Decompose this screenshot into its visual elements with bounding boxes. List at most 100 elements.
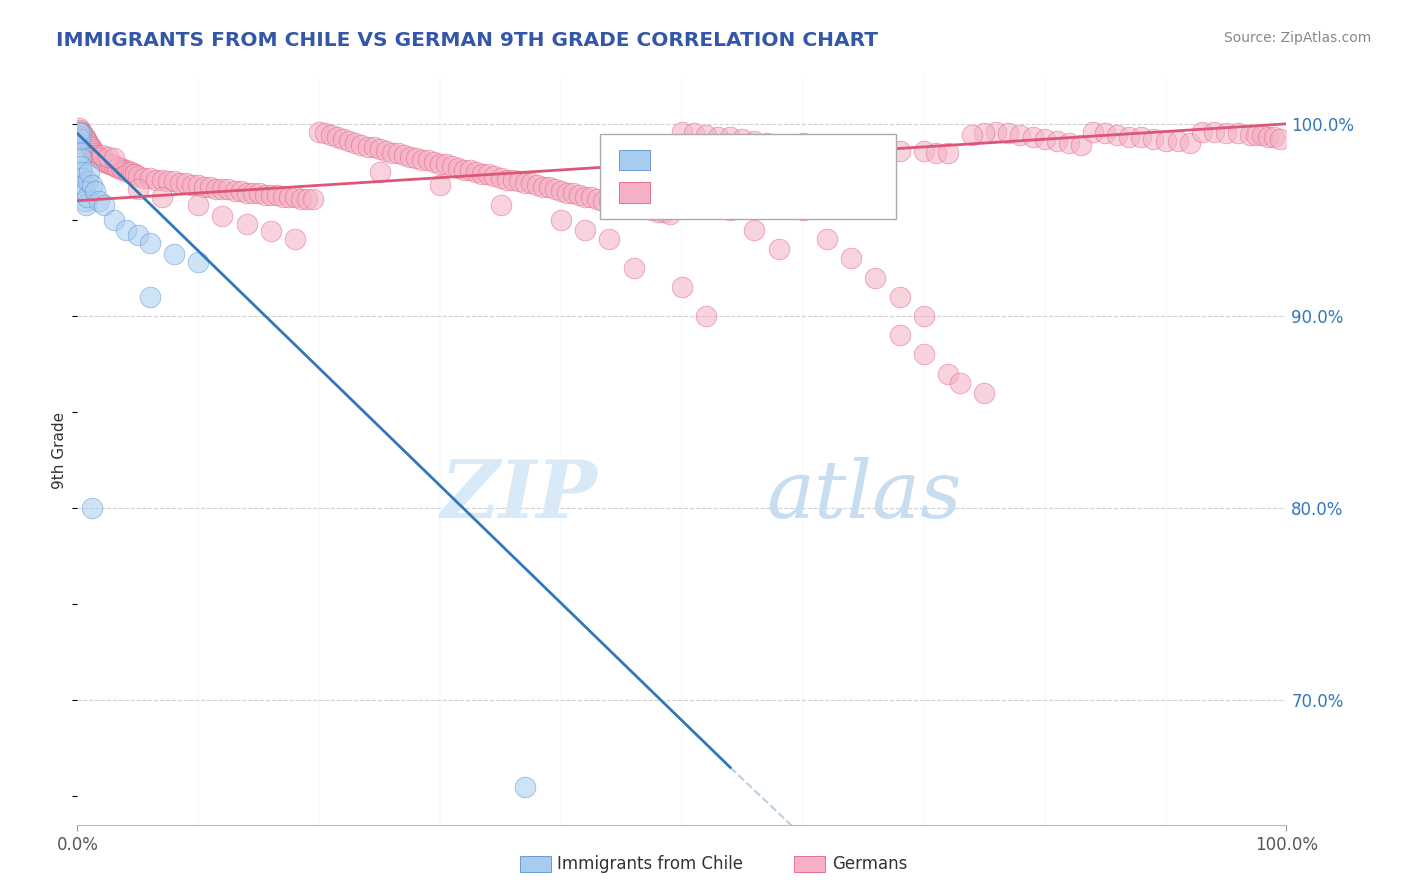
Point <box>187 178 209 193</box>
Point <box>344 136 367 150</box>
Point <box>70 152 93 166</box>
Point <box>718 203 741 218</box>
Text: N =: N = <box>787 152 824 169</box>
Point <box>889 328 911 343</box>
Point <box>1227 127 1250 141</box>
Point <box>332 132 354 146</box>
Point <box>381 145 404 160</box>
Point <box>755 136 778 150</box>
Point <box>477 167 499 181</box>
Point <box>83 145 105 160</box>
Point <box>1257 130 1279 145</box>
Point <box>1033 132 1056 146</box>
Point <box>70 124 93 138</box>
Point <box>531 180 554 194</box>
Point <box>973 385 995 400</box>
Point <box>986 124 1008 138</box>
Y-axis label: 9th Grade: 9th Grade <box>52 412 67 489</box>
Point <box>90 147 112 161</box>
Point <box>224 184 246 198</box>
Text: R =: R = <box>658 182 695 201</box>
Point <box>150 190 173 204</box>
Point <box>568 188 591 202</box>
Point <box>1202 124 1225 138</box>
Point <box>80 501 103 516</box>
Point <box>96 149 118 163</box>
Point <box>555 186 578 200</box>
Point <box>550 184 572 198</box>
Point <box>949 376 972 391</box>
Text: -0.695: -0.695 <box>711 152 776 169</box>
Point <box>157 174 180 188</box>
Point <box>447 161 470 175</box>
Point <box>623 199 645 213</box>
Point <box>82 144 104 158</box>
Point <box>586 192 609 206</box>
Point <box>465 165 488 179</box>
Point <box>434 157 457 171</box>
Point <box>114 222 136 236</box>
Point <box>211 209 233 223</box>
Point <box>1094 127 1116 141</box>
Point <box>865 142 887 156</box>
Point <box>731 132 754 146</box>
Point <box>163 174 186 188</box>
Point <box>302 192 325 206</box>
Point <box>187 255 209 269</box>
Point <box>508 174 530 188</box>
Point <box>526 178 548 193</box>
Point <box>647 205 669 219</box>
Point <box>67 136 90 150</box>
Point <box>93 197 115 211</box>
Point <box>1142 132 1164 146</box>
Point <box>973 127 995 141</box>
Point <box>112 163 135 178</box>
Point <box>79 138 101 153</box>
Point <box>110 161 132 175</box>
Point <box>768 242 790 256</box>
Point <box>70 165 93 179</box>
Point <box>441 159 464 173</box>
Point <box>127 169 149 183</box>
Point <box>489 197 512 211</box>
Point <box>107 161 129 175</box>
Point <box>1021 130 1043 145</box>
Point <box>100 157 122 171</box>
Point <box>211 182 233 196</box>
Point <box>363 140 385 154</box>
Point <box>86 147 108 161</box>
Point <box>105 159 128 173</box>
Text: 191: 191 <box>832 182 870 201</box>
Point <box>641 203 664 218</box>
Point <box>1107 128 1129 143</box>
Point <box>127 182 149 196</box>
Point <box>69 122 91 136</box>
Point <box>70 170 93 185</box>
Point <box>314 127 336 141</box>
Point <box>387 145 409 160</box>
Point <box>718 130 741 145</box>
Point <box>1167 134 1189 148</box>
Point <box>139 170 162 185</box>
Point <box>67 124 90 138</box>
Point <box>1215 127 1237 141</box>
Point <box>513 780 536 794</box>
Point <box>103 159 125 173</box>
Text: Germans: Germans <box>832 855 908 873</box>
Point <box>865 270 887 285</box>
Point <box>79 165 101 179</box>
Point <box>139 290 162 304</box>
Point <box>792 136 814 150</box>
Point <box>321 128 343 143</box>
Point <box>839 252 862 266</box>
Point <box>69 145 91 160</box>
Point <box>87 194 110 208</box>
Point <box>150 172 173 186</box>
Point <box>520 177 543 191</box>
Point <box>76 134 98 148</box>
Point <box>174 177 197 191</box>
Point <box>695 309 717 323</box>
Point <box>562 186 585 200</box>
Point <box>77 136 100 150</box>
Point <box>181 178 204 193</box>
